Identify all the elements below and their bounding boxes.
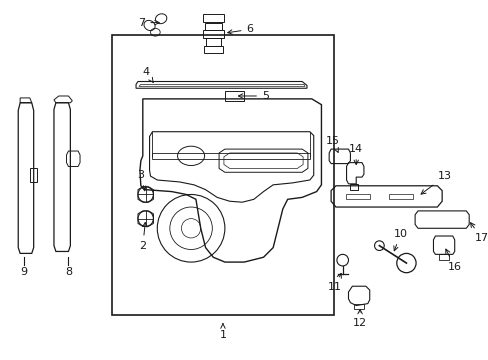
- Text: 9: 9: [20, 267, 27, 277]
- Text: 13: 13: [420, 171, 451, 194]
- Text: 14: 14: [348, 144, 363, 165]
- Text: 16: 16: [445, 249, 461, 272]
- Bar: [112, 35, 333, 315]
- Text: 4: 4: [142, 67, 153, 82]
- Text: 2: 2: [139, 222, 147, 251]
- Text: 7: 7: [138, 18, 159, 28]
- Text: 15: 15: [325, 136, 339, 152]
- Text: 5: 5: [238, 91, 268, 101]
- Text: 1: 1: [219, 324, 226, 339]
- Text: 11: 11: [327, 273, 341, 292]
- Text: 12: 12: [352, 309, 366, 328]
- Text: 8: 8: [65, 267, 72, 277]
- Text: 10: 10: [393, 229, 407, 251]
- Text: 17: 17: [469, 223, 488, 243]
- Text: 6: 6: [227, 24, 253, 34]
- Text: 3: 3: [137, 170, 145, 191]
